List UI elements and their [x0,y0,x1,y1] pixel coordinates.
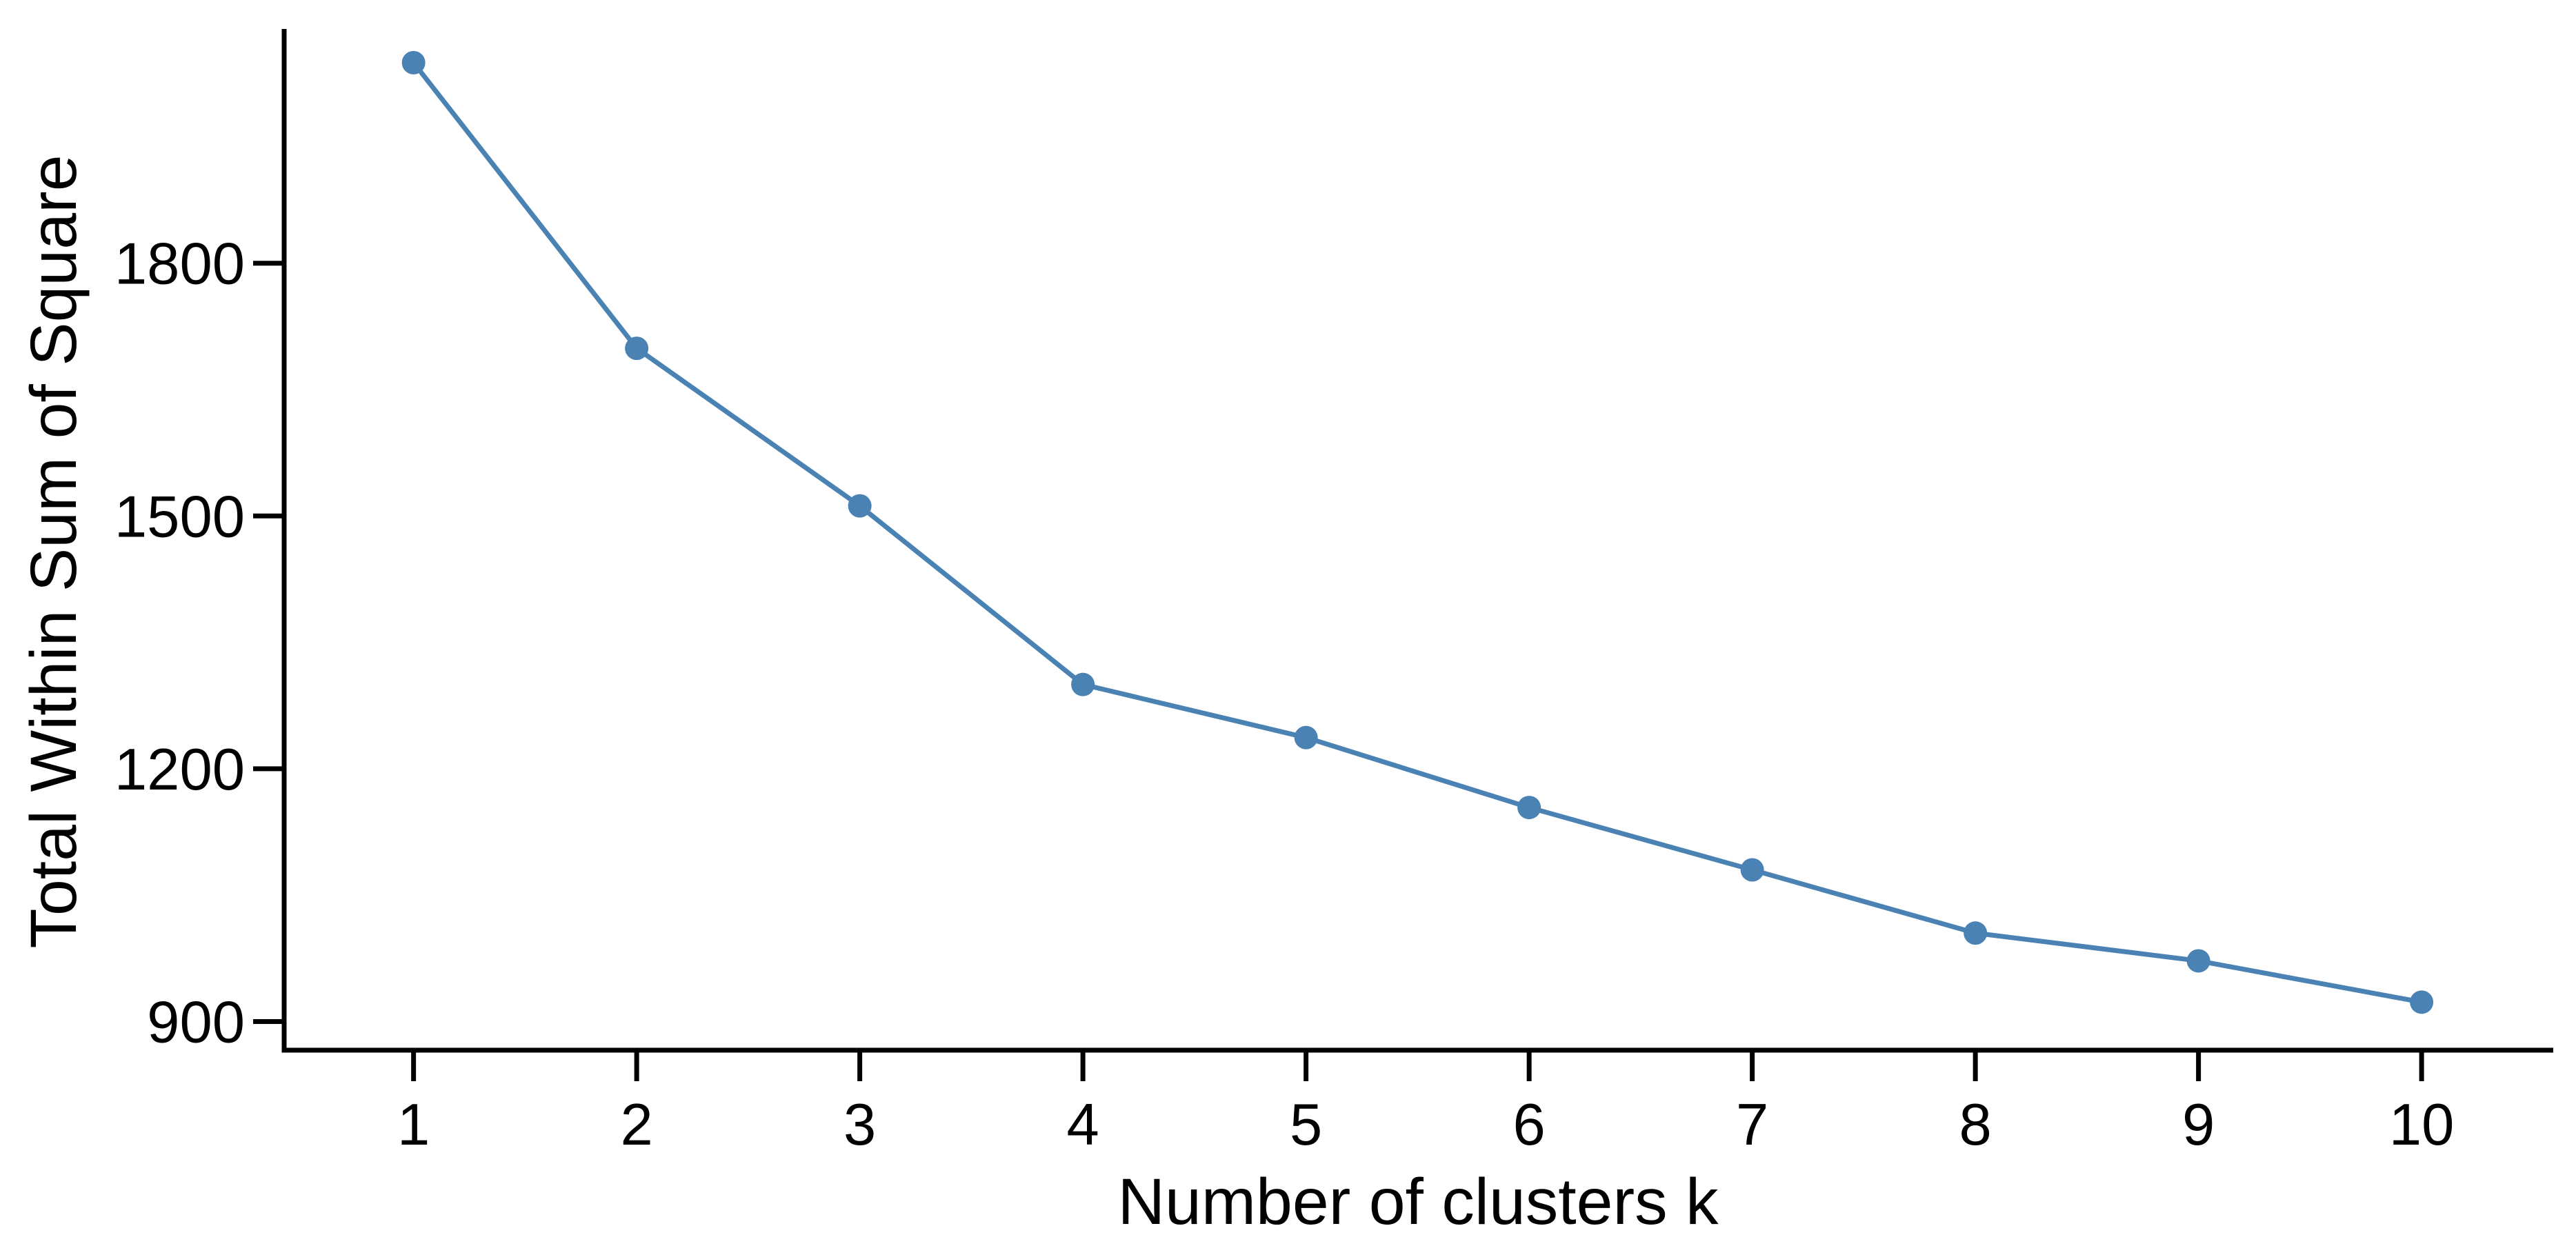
x-tick-label: 8 [1959,1092,1991,1158]
axes [281,29,2553,1053]
y-tick-label: 900 [147,989,245,1055]
data-point-k3 [848,494,872,518]
data-point-k9 [2186,949,2210,973]
x-tick-label: 1 [397,1092,430,1158]
y-tick-label: 1800 [114,232,245,297]
data-point-k4 [1071,672,1095,696]
tick-labels: 900 1200 1500 1800 1 2 3 4 5 6 7 8 9 10 [114,232,2455,1158]
y-tick-label: 1200 [114,737,245,803]
y-tick-label: 1500 [114,484,245,550]
x-axis-title: Number of clusters k [1117,1165,1719,1238]
x-tick-label: 2 [620,1092,652,1158]
data-point-k6 [1517,796,1541,820]
x-tick-label: 7 [1736,1092,1768,1158]
y-axis-title: Total Within Sum of Square [17,154,90,948]
data-point-k2 [625,336,649,361]
data-point-k7 [1740,858,1764,882]
data-point-k8 [1964,921,1988,945]
data-point-k10 [2410,990,2434,1014]
data-series [401,50,2434,1014]
x-tick-label: 9 [2182,1092,2215,1158]
data-point-k1 [401,50,426,74]
x-tick-label: 4 [1066,1092,1099,1158]
series-line [411,61,2422,1005]
tick-marks [253,261,2424,1081]
data-point-k5 [1294,725,1318,750]
x-tick-label: 3 [843,1092,876,1158]
x-tick-label: 6 [1512,1092,1545,1158]
x-tick-label: 5 [1290,1092,1322,1158]
x-tick-label: 10 [2389,1092,2455,1158]
